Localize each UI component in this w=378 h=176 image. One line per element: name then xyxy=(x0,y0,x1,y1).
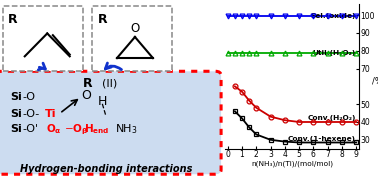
Text: O: O xyxy=(82,89,91,102)
Text: Si: Si xyxy=(10,109,22,118)
Text: NH$_3$: NH$_3$ xyxy=(115,122,137,136)
Text: $\mathbf{O_\alpha}$: $\mathbf{O_\alpha}$ xyxy=(46,122,62,136)
Text: $-\mathbf{O_\beta}$: $-\mathbf{O_\beta}$ xyxy=(64,122,88,137)
Text: -O: -O xyxy=(22,92,35,102)
X-axis label: n(NH₃)/n(Ti)/(mol/mol): n(NH₃)/n(Ti)/(mol/mol) xyxy=(251,161,333,167)
Text: Conv.(1-hexene): Conv.(1-hexene) xyxy=(288,136,356,142)
Text: $\mathbf{H_{end}}$: $\mathbf{H_{end}}$ xyxy=(84,122,110,136)
Text: Si: Si xyxy=(10,124,22,134)
Text: Util.(H₂O₂): Util.(H₂O₂) xyxy=(312,50,356,56)
Text: R: R xyxy=(83,77,93,90)
FancyBboxPatch shape xyxy=(3,6,82,71)
Text: -O': -O' xyxy=(22,124,38,134)
FancyBboxPatch shape xyxy=(0,71,221,174)
Text: Sel.(oxide): Sel.(oxide) xyxy=(310,13,356,19)
Text: O: O xyxy=(130,22,139,35)
Text: Si: Si xyxy=(10,92,22,102)
Text: R: R xyxy=(8,13,18,26)
Text: (II): (II) xyxy=(102,79,118,89)
FancyBboxPatch shape xyxy=(92,6,172,71)
Y-axis label: /%: /% xyxy=(372,77,378,86)
Text: -O-: -O- xyxy=(22,109,39,118)
Text: R: R xyxy=(98,13,107,26)
Text: Hydrogen-bonding interactions: Hydrogen-bonding interactions xyxy=(20,164,192,174)
Text: H: H xyxy=(98,95,107,108)
Text: Ti: Ti xyxy=(45,109,56,118)
Text: Conv.(H₂O₂): Conv.(H₂O₂) xyxy=(307,115,356,121)
